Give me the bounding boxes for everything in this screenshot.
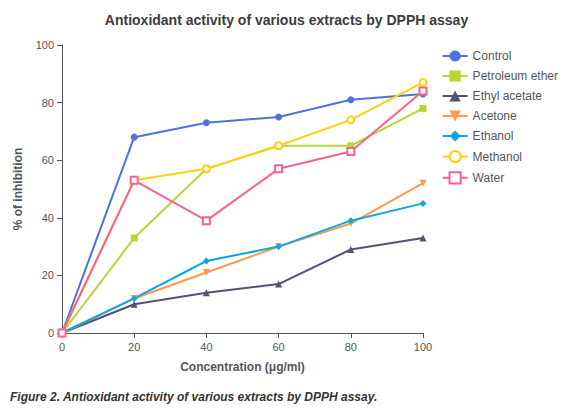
svg-text:100: 100 xyxy=(36,39,54,51)
svg-text:% of inhibition: % of inhibition xyxy=(11,148,25,231)
svg-text:80: 80 xyxy=(42,97,54,109)
svg-text:Acetone: Acetone xyxy=(473,109,517,123)
svg-text:Antioxidant activity of variou: Antioxidant activity of various extracts… xyxy=(105,12,469,28)
svg-text:40: 40 xyxy=(42,212,54,224)
svg-text:0: 0 xyxy=(59,341,65,353)
svg-text:60: 60 xyxy=(272,341,284,353)
svg-text:20: 20 xyxy=(42,269,54,281)
svg-text:60: 60 xyxy=(42,154,54,166)
svg-text:0: 0 xyxy=(48,327,54,339)
svg-text:Concentration (μg/ml): Concentration (μg/ml) xyxy=(180,360,305,374)
svg-text:40: 40 xyxy=(200,341,212,353)
svg-text:Figure 2. Antioxidant activity: Figure 2. Antioxidant activity of variou… xyxy=(10,390,377,404)
svg-text:Control: Control xyxy=(473,49,512,63)
svg-text:Ethanol: Ethanol xyxy=(473,129,514,143)
svg-text:Petroleum ether: Petroleum ether xyxy=(473,69,558,83)
svg-text:20: 20 xyxy=(128,341,140,353)
svg-text:Ethyl acetate: Ethyl acetate xyxy=(473,89,543,103)
svg-text:80: 80 xyxy=(345,341,357,353)
svg-text:Water: Water xyxy=(473,171,505,185)
svg-text:Methanol: Methanol xyxy=(473,150,522,164)
svg-text:100: 100 xyxy=(414,341,432,353)
